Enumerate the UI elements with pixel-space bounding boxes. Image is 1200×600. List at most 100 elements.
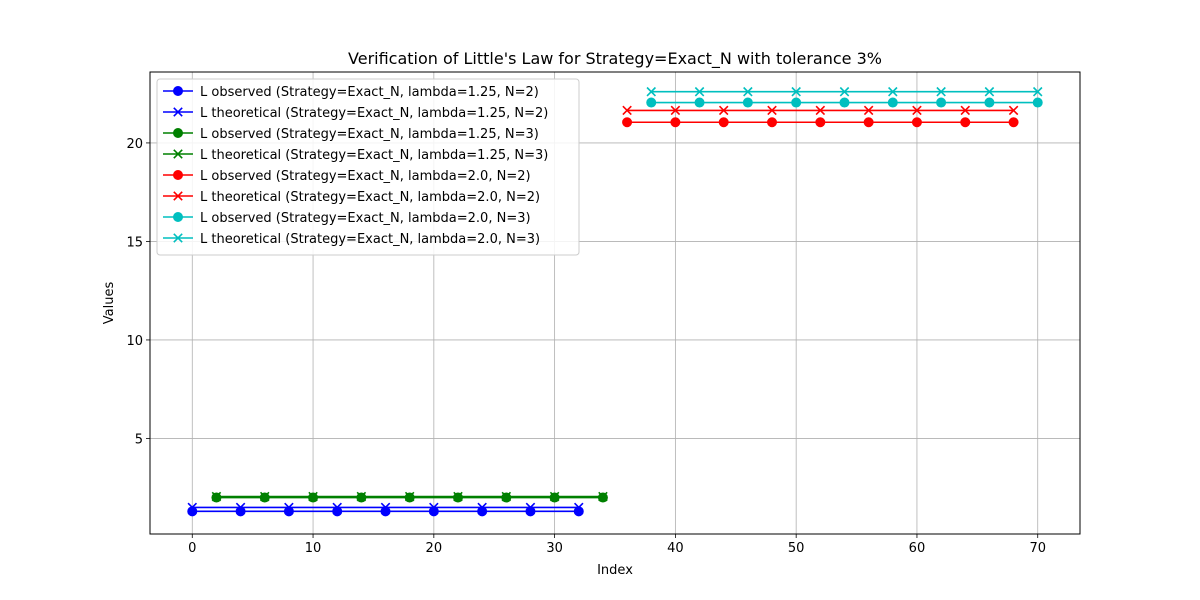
legend-marker-stroke bbox=[173, 107, 183, 117]
legend-marker-stroke bbox=[173, 191, 183, 201]
data-point bbox=[598, 491, 608, 502]
x-tick-label: 50 bbox=[788, 541, 805, 556]
plot-frame bbox=[149, 71, 1081, 535]
data-point-stroke bbox=[332, 502, 342, 513]
data-point bbox=[839, 86, 850, 97]
legend-entry: L observed (Strategy=Exact_N, lambda=2.0… bbox=[163, 211, 531, 226]
legend: L observed (Strategy=Exact_N, lambda=1.2… bbox=[156, 78, 580, 256]
data-point bbox=[429, 502, 439, 513]
x-tick-label: 70 bbox=[1029, 541, 1046, 556]
y-tick-label: 20 bbox=[126, 137, 143, 152]
data-point bbox=[742, 97, 753, 108]
data-point-stroke bbox=[815, 105, 826, 116]
data-point bbox=[911, 117, 922, 128]
legend-label: L theoretical (Strategy=Exact_N, lambda=… bbox=[200, 190, 540, 205]
legend-marker-stroke bbox=[173, 149, 183, 159]
legend-marker bbox=[173, 107, 183, 117]
data-point-stroke bbox=[1032, 86, 1043, 97]
data-point-stroke bbox=[477, 502, 487, 513]
series-8 bbox=[646, 86, 1043, 97]
data-point-stroke bbox=[187, 502, 198, 513]
data-point bbox=[1008, 117, 1019, 128]
legend-marker bbox=[173, 191, 183, 201]
data-point bbox=[718, 117, 729, 128]
data-point-stroke bbox=[622, 105, 632, 116]
x-tick-label: 0 bbox=[188, 541, 196, 556]
data-point bbox=[356, 491, 367, 502]
legend-marker bbox=[173, 86, 183, 96]
legend-entry: L theoretical (Strategy=Exact_N, lambda=… bbox=[163, 148, 548, 163]
data-point bbox=[718, 105, 729, 116]
data-point-stroke bbox=[501, 491, 512, 502]
data-point-stroke bbox=[598, 491, 608, 502]
legend-entry: L observed (Strategy=Exact_N, lambda=2.0… bbox=[163, 169, 531, 184]
data-point bbox=[187, 502, 198, 513]
x-axis-label: Index bbox=[597, 563, 633, 578]
legend-entry: L theoretical (Strategy=Exact_N, lambda=… bbox=[163, 190, 540, 205]
data-point bbox=[501, 491, 512, 502]
y-tick-label: 5 bbox=[135, 432, 143, 447]
data-point-stroke bbox=[718, 105, 729, 116]
data-point-stroke bbox=[646, 86, 656, 97]
data-point bbox=[863, 117, 874, 128]
data-point-stroke bbox=[863, 105, 874, 116]
series-7 bbox=[646, 97, 1043, 108]
legend-label: L observed (Strategy=Exact_N, lambda=1.2… bbox=[200, 85, 539, 100]
legend-marker bbox=[173, 212, 183, 222]
legend-label: L observed (Strategy=Exact_N, lambda=2.0… bbox=[200, 211, 531, 226]
data-point bbox=[1032, 97, 1043, 108]
y-axis-label: Values bbox=[102, 282, 117, 325]
data-point bbox=[694, 86, 705, 97]
x-tick-label: 40 bbox=[667, 541, 684, 556]
legend-label: L theoretical (Strategy=Exact_N, lambda=… bbox=[200, 106, 548, 121]
data-point bbox=[912, 105, 922, 116]
data-point-stroke bbox=[574, 502, 584, 513]
data-point bbox=[888, 86, 898, 97]
data-point bbox=[284, 502, 294, 513]
legend-marker bbox=[173, 170, 183, 180]
legend-entry: L observed (Strategy=Exact_N, lambda=1.2… bbox=[163, 127, 539, 142]
data-point bbox=[1008, 105, 1019, 116]
legend-entry: L theoretical (Strategy=Exact_N, lambda=… bbox=[163, 232, 540, 247]
data-point bbox=[815, 105, 826, 116]
data-point-stroke bbox=[791, 86, 801, 97]
data-point-stroke bbox=[960, 105, 971, 116]
data-point-stroke bbox=[235, 502, 246, 513]
data-point-stroke bbox=[549, 491, 560, 502]
data-point bbox=[815, 117, 826, 128]
data-point-stroke bbox=[284, 502, 294, 513]
data-point bbox=[670, 105, 681, 116]
data-point bbox=[670, 117, 681, 128]
data-point bbox=[549, 491, 560, 502]
y-tick-label: 15 bbox=[126, 235, 143, 250]
data-point bbox=[380, 502, 391, 513]
data-point bbox=[525, 502, 536, 513]
data-point bbox=[1032, 86, 1043, 97]
series-layer bbox=[187, 86, 1043, 517]
data-point-stroke bbox=[259, 491, 270, 502]
x-tick-label: 20 bbox=[426, 541, 443, 556]
data-point bbox=[622, 117, 633, 128]
data-point bbox=[259, 491, 270, 502]
data-point bbox=[887, 97, 898, 108]
data-point bbox=[308, 491, 318, 502]
data-point bbox=[839, 97, 850, 108]
data-point bbox=[404, 491, 415, 502]
data-point-stroke bbox=[670, 105, 681, 116]
data-point bbox=[477, 502, 487, 513]
legend-label: L observed (Strategy=Exact_N, lambda=1.2… bbox=[200, 127, 539, 142]
data-point bbox=[984, 86, 995, 97]
series-5 bbox=[622, 117, 1019, 128]
data-point bbox=[574, 502, 584, 513]
data-point-stroke bbox=[404, 491, 415, 502]
data-point-stroke bbox=[308, 491, 318, 502]
data-point bbox=[332, 502, 342, 513]
data-point bbox=[646, 86, 656, 97]
legend-marker bbox=[173, 149, 183, 159]
data-point-stroke bbox=[356, 491, 367, 502]
data-point bbox=[235, 502, 246, 513]
data-point bbox=[646, 97, 657, 108]
legend-marker bbox=[173, 233, 183, 243]
